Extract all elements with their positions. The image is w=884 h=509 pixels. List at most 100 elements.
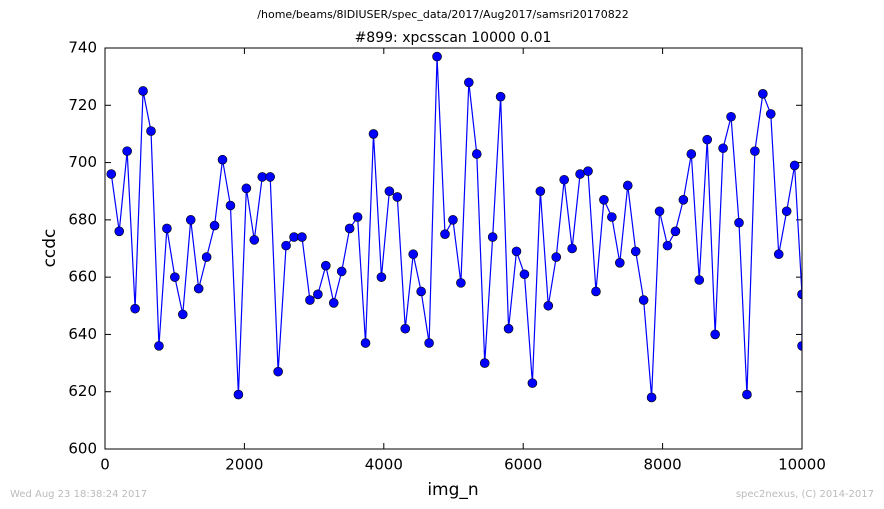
x-axis-label: img_n <box>427 480 478 500</box>
data-point <box>408 249 419 260</box>
data-point <box>678 195 689 205</box>
y-tick-label: 680 <box>68 210 97 228</box>
data-point <box>686 149 697 159</box>
data-point <box>440 229 450 239</box>
data-point <box>464 77 474 88</box>
data-point <box>575 169 585 179</box>
data-point <box>797 341 802 351</box>
data-point <box>638 295 649 305</box>
data-point <box>360 338 371 348</box>
data-point <box>591 286 601 297</box>
data-point <box>384 186 395 197</box>
data-point <box>448 215 458 225</box>
footer-left: Wed Aug 23 18:38:24 2017 <box>10 489 147 500</box>
data-point <box>702 134 713 145</box>
data-point <box>630 246 641 257</box>
y-tick-label: 640 <box>68 325 97 343</box>
x-tick-label: 10000 <box>778 456 826 474</box>
data-point <box>487 232 498 242</box>
y-tick-label: 700 <box>68 153 97 171</box>
data-point <box>273 366 283 377</box>
data-point <box>424 338 434 348</box>
data-point <box>750 146 760 156</box>
data-point <box>662 240 673 251</box>
data-point <box>654 206 665 217</box>
data-point <box>416 286 426 297</box>
data-point <box>718 143 728 154</box>
data-point <box>177 309 188 320</box>
data-point <box>710 329 720 340</box>
suptitle: /home/beams/8IDIUSER/spec_data/2017/Aug2… <box>257 8 628 21</box>
data-point <box>527 378 538 388</box>
data-point <box>249 235 260 245</box>
data-point <box>328 298 339 308</box>
data-point <box>797 289 802 300</box>
data-point <box>742 389 752 400</box>
data-point <box>122 146 132 156</box>
data-point <box>281 240 291 251</box>
data-point <box>694 275 705 285</box>
data-point <box>336 266 347 277</box>
data-point <box>471 149 482 159</box>
y-tick-label: 620 <box>68 382 97 400</box>
data-point <box>297 232 307 242</box>
data-point <box>146 126 156 136</box>
data-point <box>758 89 768 99</box>
data-point <box>352 212 363 222</box>
data-point <box>209 220 220 231</box>
data-point <box>225 200 236 211</box>
x-tick-label: 4000 <box>365 456 403 474</box>
data-point <box>559 174 569 185</box>
data-point <box>376 272 387 282</box>
data-point <box>456 278 466 288</box>
data-point <box>622 180 633 191</box>
data-point <box>130 303 140 314</box>
data-point <box>765 109 776 119</box>
data-point <box>201 252 212 262</box>
data-point <box>479 358 490 368</box>
data-point <box>321 260 331 271</box>
data-point <box>392 192 403 202</box>
data-point <box>543 300 554 311</box>
data-point <box>646 392 657 403</box>
data-point <box>114 226 125 237</box>
data-point <box>519 269 530 280</box>
data-point <box>265 172 275 182</box>
plot-frame <box>104 47 803 450</box>
y-tick-label: 720 <box>68 96 97 114</box>
data-point <box>726 111 736 122</box>
data-point <box>313 289 323 300</box>
chart-title: #899: xpcsscan 10000 0.01 <box>355 30 552 46</box>
data-point <box>599 195 609 205</box>
data-point <box>193 283 204 294</box>
y-tick-label: 660 <box>68 268 97 286</box>
y-tick-label: 600 <box>68 440 97 458</box>
y-axis-label: ccdc <box>40 229 60 268</box>
data-point <box>567 243 577 254</box>
data-point <box>344 223 355 234</box>
y-tick-label: 740 <box>68 39 97 57</box>
data-point <box>106 169 117 179</box>
x-tick-label: 8000 <box>644 456 682 474</box>
data-point <box>615 258 625 268</box>
data-point <box>185 215 196 225</box>
data-point <box>503 323 514 334</box>
x-tick-label: 2000 <box>225 456 263 474</box>
data-point <box>583 166 593 176</box>
data-point <box>781 206 792 217</box>
data-point <box>241 183 252 194</box>
footer-right: spec2nexus, (C) 2014-2017 <box>736 489 874 500</box>
data-point <box>170 272 180 282</box>
data-point <box>400 323 411 334</box>
data-point <box>138 86 148 96</box>
data-point <box>734 217 744 228</box>
data-point <box>162 223 172 234</box>
x-tick-label: 6000 <box>504 456 542 474</box>
data-point <box>535 186 546 197</box>
data-point <box>432 51 442 62</box>
data-point <box>789 160 800 171</box>
data-point <box>551 252 562 262</box>
data-point <box>670 226 681 237</box>
